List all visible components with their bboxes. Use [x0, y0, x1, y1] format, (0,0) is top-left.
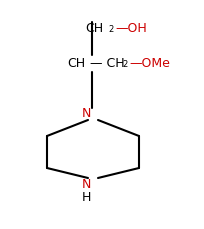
Text: N: N — [82, 178, 91, 191]
Text: 2: 2 — [121, 60, 127, 69]
Text: —OH: —OH — [114, 22, 146, 35]
Text: N: N — [82, 107, 91, 120]
Text: 2: 2 — [108, 25, 113, 34]
Text: —OMe: —OMe — [128, 57, 169, 70]
Text: H: H — [82, 191, 91, 204]
Text: CH: CH — [85, 22, 103, 35]
Text: CH: CH — [67, 57, 85, 70]
Text: — CH: — CH — [90, 57, 124, 70]
